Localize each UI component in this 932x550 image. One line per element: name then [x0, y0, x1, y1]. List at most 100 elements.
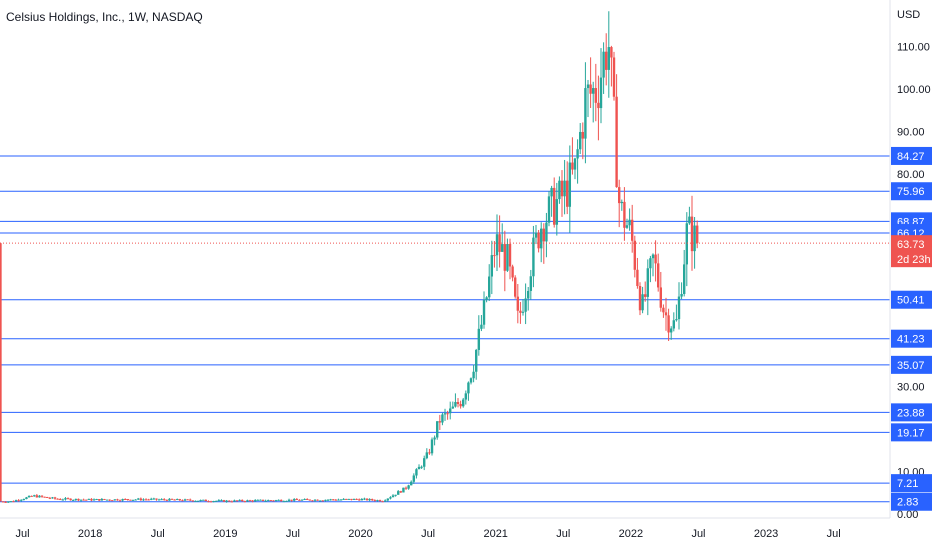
candle-body — [272, 500, 275, 502]
candle-body — [163, 499, 166, 501]
candle-body — [259, 499, 262, 501]
level-price-badge-bg — [891, 182, 932, 201]
candle-body — [204, 499, 208, 502]
candle-body — [27, 495, 31, 498]
candle-body — [545, 222, 548, 242]
candle-body — [212, 501, 215, 503]
level-price-badge-bg — [891, 474, 932, 493]
level-price-badge-bg — [891, 403, 932, 422]
price-axis: USD110.00100.0090.0080.0070.0030.0010.00… — [897, 9, 931, 521]
candle-body — [695, 225, 699, 244]
candle-body — [363, 498, 366, 500]
price-tick-label: 30.00 — [897, 381, 925, 393]
candle-body — [475, 349, 478, 372]
candle-body — [235, 500, 239, 502]
time-tick-label: 2022 — [619, 528, 643, 540]
candle-body — [620, 201, 624, 204]
time-tick-label: Jul — [286, 528, 300, 540]
candle-body — [306, 499, 309, 501]
candle-body — [225, 500, 228, 502]
candle-body — [118, 500, 122, 502]
candle-body — [527, 290, 530, 299]
candle-body — [566, 180, 569, 207]
candle-body — [69, 498, 72, 501]
candle-body — [334, 499, 338, 501]
time-tick-label: 2020 — [348, 528, 372, 540]
candle-body — [199, 500, 202, 502]
candle-body — [176, 499, 179, 501]
candle-body — [25, 497, 28, 500]
candle-body — [293, 499, 296, 501]
candle-body — [150, 498, 153, 500]
candle-body — [558, 180, 561, 200]
candle-body — [95, 499, 98, 501]
candle-body — [508, 243, 512, 267]
candle-body — [332, 499, 335, 501]
candle-body — [324, 499, 327, 501]
candle-body — [542, 228, 546, 242]
candle-body — [220, 500, 223, 502]
level-price-badge: 7.21 — [897, 478, 918, 490]
candle-body — [602, 51, 605, 78]
candle-body — [438, 421, 442, 423]
candle-body — [511, 266, 514, 278]
time-axis: Jul 2018 Jul 2019 Jul 2020 Jul 2021 Jul 2022 Jul 20… — [16, 528, 841, 540]
candle-body — [376, 500, 379, 502]
candle-body — [129, 499, 132, 501]
candle-body — [649, 258, 652, 269]
candle-body — [563, 180, 566, 197]
candle-body — [342, 498, 345, 500]
candle-body — [329, 499, 332, 501]
candle-body — [537, 232, 540, 249]
candle-body — [506, 243, 509, 271]
candle-body — [160, 499, 163, 501]
candle-body — [12, 501, 15, 503]
candle-body — [352, 498, 356, 500]
candle-body — [625, 225, 629, 228]
candle-body — [404, 487, 408, 489]
candle-body — [685, 223, 688, 265]
candle-body — [386, 498, 390, 501]
candle-body — [285, 500, 288, 502]
candle-body — [233, 500, 236, 502]
candle-body — [264, 500, 267, 502]
candle-body — [347, 498, 351, 500]
candle-body — [165, 499, 169, 501]
candle-body — [654, 254, 657, 264]
candle-body — [612, 57, 616, 97]
candle-body — [493, 255, 496, 257]
candle-body — [646, 268, 650, 297]
level-price-badge: 23.88 — [897, 407, 925, 419]
chart-title: Celsius Holdings, Inc., 1W, NASDAQ — [6, 10, 203, 24]
candle-body — [339, 499, 343, 501]
candle-body — [472, 371, 475, 379]
level-price-badge-bg — [891, 329, 932, 348]
candle-body — [82, 499, 85, 501]
candle-body — [215, 500, 218, 502]
candle-body — [311, 500, 314, 502]
candle-body — [85, 499, 88, 501]
candle-body — [337, 499, 340, 501]
candle-body — [368, 499, 371, 501]
candle-body — [412, 475, 416, 482]
candle-body — [183, 499, 187, 501]
candle-body — [313, 499, 317, 501]
candle-body — [139, 498, 143, 501]
candle-body — [103, 498, 106, 500]
candle-body — [345, 498, 348, 500]
candle-body — [4, 501, 7, 503]
candle-body — [547, 196, 551, 223]
candle-body — [662, 307, 665, 313]
candle-body — [571, 162, 574, 170]
candle-body — [186, 499, 189, 501]
time-tick-label: 2023 — [754, 528, 778, 540]
level-price-badge-bg — [891, 290, 932, 309]
candle-body — [560, 180, 564, 197]
candle-body — [59, 499, 62, 501]
candle-body — [573, 158, 577, 170]
candle-body — [436, 421, 439, 438]
candle-body — [534, 232, 538, 238]
candle-body — [98, 499, 101, 501]
